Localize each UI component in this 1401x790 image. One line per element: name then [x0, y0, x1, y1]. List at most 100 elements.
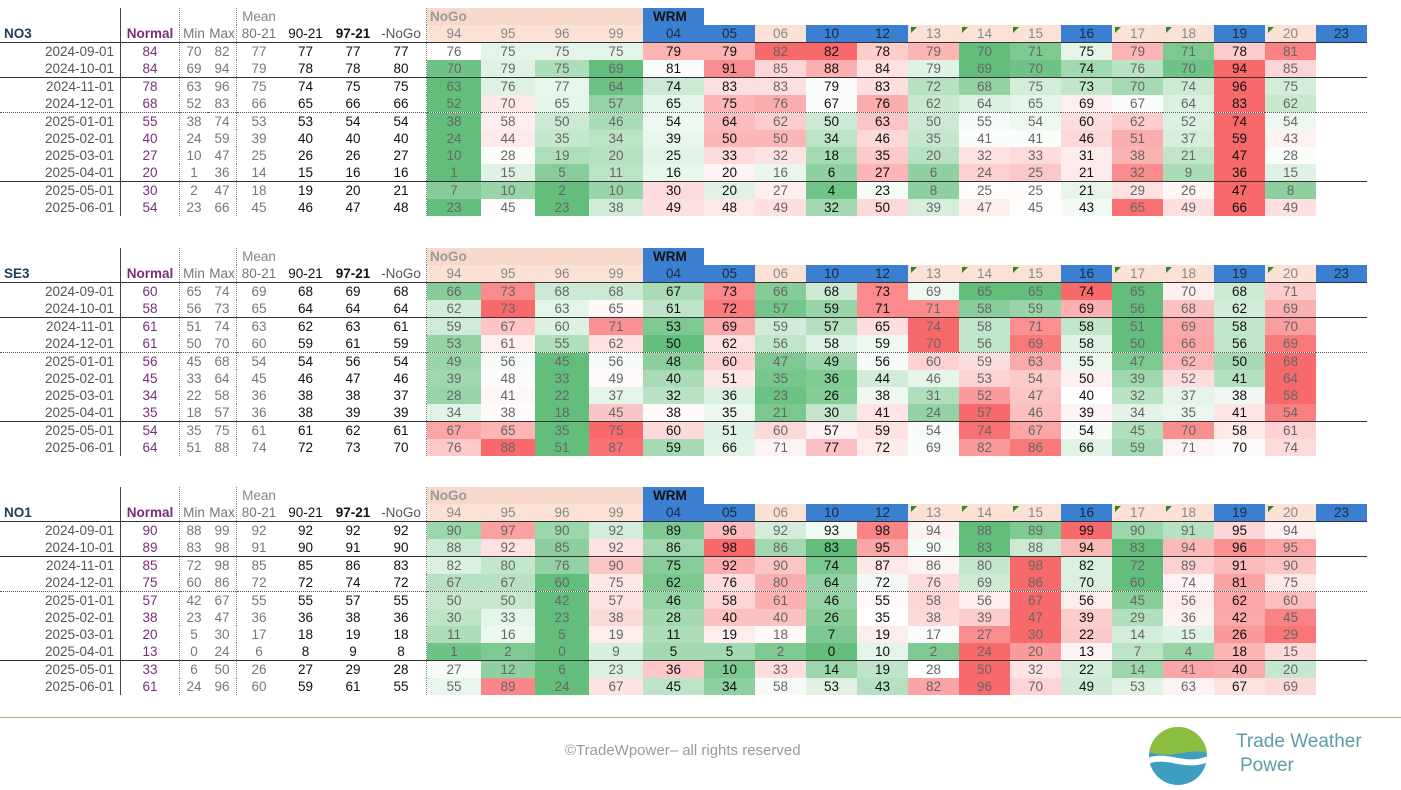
heatmap-cell: 15: [1163, 626, 1214, 643]
max-cell: 75: [208, 421, 237, 439]
heatmap-cell: 58: [959, 300, 1010, 318]
heatmap-cell: 89: [1010, 521, 1061, 539]
heatmap-cell: 82: [426, 556, 481, 574]
min-cell: 23: [179, 199, 208, 216]
heatmap-cell: 98: [704, 539, 755, 557]
mean-97-cell: 29: [330, 660, 376, 678]
normal-cell: 40: [120, 130, 180, 147]
mean-90-cell: 54: [281, 352, 330, 370]
normal-cell: 61: [120, 335, 180, 353]
table-block-1: Mean NoGo WRM SE3 Normal Min Max 80-21 90-21 97-2…: [0, 248, 1367, 456]
header-spacer: [589, 487, 643, 504]
header-spacer: [535, 248, 589, 265]
normal-cell: 20: [120, 164, 180, 182]
heatmap-cell: 50: [806, 112, 857, 130]
heatmap-cell: 40: [1061, 387, 1112, 404]
normal-cell: 54: [120, 199, 180, 216]
mean-97-cell: 56: [330, 352, 376, 370]
year-header-13: 13: [908, 25, 959, 43]
heatmap-cell: 54: [1265, 404, 1316, 422]
heatmap-cell: [1316, 660, 1367, 678]
heatmap-cell: 33: [481, 609, 535, 626]
header-spacer: [1010, 248, 1061, 265]
heatmap-cell: [1316, 282, 1367, 300]
heatmap-cell: 46: [1010, 404, 1061, 422]
header-spacer: [1112, 8, 1163, 25]
heatmap-cell: 59: [857, 335, 908, 353]
normal-cell: 61: [120, 678, 180, 695]
header-spacer: [1316, 248, 1367, 265]
heatmap-cell: 71: [1010, 42, 1061, 60]
heatmap-cell: 62: [589, 335, 643, 353]
mean-80-cell: 36: [236, 404, 281, 422]
mean-90-cell: 85: [281, 556, 330, 574]
heatmap-cell: 56: [1214, 335, 1265, 353]
heatmap-cell: 71: [589, 317, 643, 335]
mean-nogo-cell: 48: [393, 200, 409, 215]
heatmap-cell: 65: [481, 421, 535, 439]
mean-80-cell: 61: [236, 421, 281, 439]
header-spacer: [1214, 8, 1265, 25]
heatmap-cell: 59: [1214, 130, 1265, 147]
max-cell: 74: [208, 282, 237, 300]
year-header-14: 14: [959, 25, 1010, 43]
heatmap-cell: 25: [643, 147, 704, 164]
heatmap-cell: 85: [535, 539, 589, 557]
year-header-18: 18: [1163, 265, 1214, 283]
year-header-12: 12: [857, 504, 908, 522]
heatmap-cell: 20: [1010, 643, 1061, 661]
heatmap-cell: 75: [535, 42, 589, 60]
mean-97-cell: 16: [345, 165, 361, 180]
mean-80-cell: 26: [236, 660, 281, 678]
heatmap-cell: 60: [908, 352, 959, 370]
heatmap-cell: [1316, 556, 1367, 574]
mean-nogo-cell: 90: [393, 540, 409, 555]
max-cell: 94: [214, 61, 230, 76]
max-cell: 57: [214, 405, 230, 420]
max-cell: 64: [214, 371, 230, 386]
heatmap-cell: 75: [704, 95, 755, 113]
date-cell: 2025-05-01: [0, 181, 121, 199]
header-row-columns: NO1 Normal Min Max 80-21 90-21 97-21 -NoGo 94 95 9…: [0, 504, 1367, 522]
table-title: NO3: [4, 26, 32, 41]
max-cell: 47: [208, 181, 237, 199]
heatmap-cell: 14: [806, 660, 857, 678]
heatmap-cell: [1316, 521, 1367, 539]
wrm-group-label: WRM: [643, 248, 704, 265]
heatmap-cell: 14: [1112, 660, 1163, 678]
heatmap-cell: 29: [1112, 609, 1163, 626]
header-spacer: [0, 248, 121, 265]
heatmap-cell: 4: [806, 181, 857, 199]
heatmap-cell: 20: [704, 181, 755, 199]
mean-nogo-cell: 37: [393, 388, 409, 403]
heatmap-cell: 48: [643, 352, 704, 370]
heatmap-cell: 67: [426, 421, 481, 439]
heatmap-cell: 21: [1061, 164, 1112, 182]
heatmap-cell: 58: [1061, 335, 1112, 353]
mean-97-cell: 47: [345, 200, 361, 215]
heatmap-cell: 6: [806, 164, 857, 182]
heatmap-cell: 15: [1265, 164, 1316, 182]
year-header-94: 94: [426, 504, 481, 522]
heatmap-cell: 6: [535, 660, 589, 678]
heatmap-cell: 72: [857, 574, 908, 592]
heatmap-cell: [1316, 591, 1367, 609]
heatmap-cell: 29: [1112, 181, 1163, 199]
heatmap-cell: 18: [806, 147, 857, 164]
heatmap-cell: 35: [857, 609, 908, 626]
year-header-23: 23: [1316, 25, 1367, 43]
heatmap-cell: 35: [857, 147, 908, 164]
year-header-05: 05: [704, 504, 755, 522]
normal-cell: 54: [120, 421, 180, 439]
heatmap-cell: 22: [1061, 660, 1112, 678]
year-header-04: 04: [643, 504, 704, 522]
heatmap-cell: 76: [1112, 60, 1163, 78]
table-row: 2025-05-01 30 2 47 18 19 20 21 7 10 2 10 30 20 27 4 23 8 2…: [0, 181, 1367, 199]
heatmap-cell: 31: [1061, 147, 1112, 164]
heatmap-cell: 95: [1214, 521, 1265, 539]
heatmap-cell: 64: [1265, 370, 1316, 387]
year-header-10: 10: [806, 265, 857, 283]
heatmap-cell: 90: [1112, 521, 1163, 539]
heatmap-cell: 67: [1112, 95, 1163, 113]
heatmap-cell: 5: [535, 164, 589, 182]
